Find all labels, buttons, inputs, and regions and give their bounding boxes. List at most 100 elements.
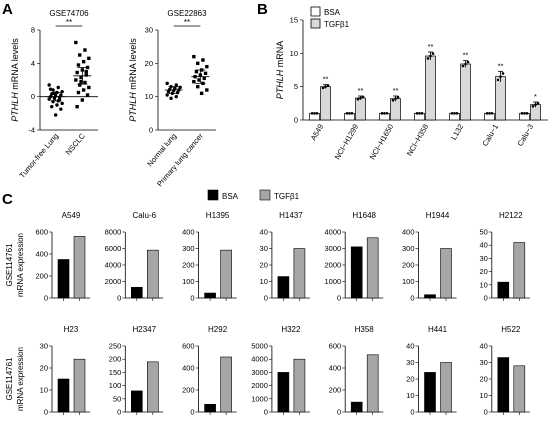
b-ytick-label: 5 [294, 82, 298, 91]
a1-point [53, 113, 58, 117]
c-ytick-label: 1000 [325, 277, 342, 286]
c-legend-swatch [259, 189, 271, 201]
b-point [383, 112, 386, 115]
c-ytick-label: 0 [117, 294, 121, 303]
c-ytick-label: 200 [329, 386, 342, 395]
b-legend-swatch [310, 18, 321, 29]
c-ytick-label: 4000 [251, 355, 268, 364]
a2-ytick-label: 0 [149, 126, 153, 135]
b-bar [355, 97, 366, 121]
a1-point [81, 88, 86, 92]
c-ytick-label: 0 [44, 294, 48, 303]
a1-point [83, 80, 87, 85]
a1-sig-stars: ** [66, 18, 72, 27]
a1-point [55, 103, 59, 107]
c-ytick-label: 400 [182, 228, 195, 237]
c-ytick-label: 400 [35, 250, 48, 259]
c-ytick-label: 0 [264, 408, 268, 417]
a1-point [76, 63, 81, 67]
a2-point [205, 64, 209, 69]
b-bar [460, 63, 471, 121]
c-bar [220, 356, 232, 413]
b-ytick-label: 0 [294, 116, 298, 125]
b-ylabel: PTHLH mRNA [275, 41, 285, 100]
a1-point [79, 75, 83, 80]
c-ytick-label: 3000 [325, 244, 342, 253]
b-point [356, 97, 360, 101]
b-xtick-label: Calu−3 [515, 123, 535, 148]
a2-point [201, 58, 205, 62]
c-ytick-label: 200 [182, 261, 195, 270]
c-ytick-label: 0 [410, 294, 414, 303]
b-xtick-label: L132 [449, 123, 465, 142]
c-ytick-label: 0 [337, 294, 341, 303]
c-ytick-label: 10 [406, 391, 414, 400]
c-ytick-label: 8000 [105, 228, 122, 237]
b-xtick-label: Calu−1 [480, 123, 500, 148]
c-ytick-label: 40 [479, 342, 487, 351]
c-bar [440, 362, 452, 413]
c-bar [293, 248, 306, 299]
a2-point [196, 84, 200, 89]
c-bar [366, 354, 379, 413]
a1-point [84, 69, 88, 74]
b-sig-stars: ** [498, 61, 504, 70]
a2-point [202, 76, 206, 81]
c-ytick-label: 20 [260, 261, 268, 270]
b-point [391, 98, 395, 102]
c-ytick-label: 0 [484, 294, 488, 303]
a2-title: GSE22863 [167, 9, 207, 18]
a1-point [52, 96, 57, 101]
a1-point [81, 59, 86, 64]
c-ytick-label: 0 [410, 408, 414, 417]
b-point [310, 112, 314, 115]
a1-xtick-label: Tumor-free Lung [18, 132, 61, 180]
c-row-label: GSE114761 [5, 243, 14, 287]
c-chart-title: H358 [355, 325, 375, 334]
c-ytick-label: 4000 [105, 261, 122, 270]
c-chart-title: H292 [208, 325, 228, 334]
b-point [420, 112, 424, 115]
b-point [350, 112, 354, 115]
c-bar [440, 248, 452, 299]
a2-sig-stars: ** [184, 18, 190, 27]
c-ytick-label: 5000 [251, 342, 268, 351]
c-ylabel: mRNA expression [16, 347, 25, 411]
c-chart-title: H1395 [206, 211, 230, 220]
a1-point [78, 53, 82, 57]
chart-layer: -4 0 4 8 GSE74706 PTHLH mRNA levels Tumor-free… [5, 6, 548, 417]
a2-point [165, 93, 169, 97]
c-bar [277, 276, 290, 299]
b-legend-swatch [310, 6, 321, 17]
a1-point [85, 93, 90, 97]
a1-xtick-label: NSCLC [64, 131, 88, 157]
b-point [490, 112, 494, 115]
a2-point [175, 90, 180, 95]
c-ytick-label: 0 [117, 408, 121, 417]
c-bar [57, 259, 70, 299]
c-bar [57, 378, 70, 413]
a2-point [199, 91, 204, 96]
a2-point [166, 89, 171, 94]
c-ytick-label: 250 [109, 342, 122, 351]
c-ytick-label: 400 [402, 228, 415, 237]
a1-point [75, 104, 79, 109]
panel-label-c: C [2, 191, 13, 208]
a2-point [192, 54, 196, 59]
a1-point [47, 83, 51, 87]
c-bar [513, 365, 526, 413]
c-ytick-label: 0 [484, 408, 488, 417]
a1-point [84, 73, 88, 77]
b-point [394, 97, 397, 100]
c-bar [204, 403, 216, 413]
a2-point [178, 85, 182, 90]
c-ytick-label: 200 [109, 355, 122, 364]
c-ytick-label: 300 [182, 244, 195, 253]
c-ytick-label: 200 [182, 386, 195, 395]
a1-title: GSE74706 [49, 9, 89, 18]
a2-xtick-label: Primary lung cancer [155, 131, 205, 188]
b-point [431, 52, 435, 55]
c-bar [293, 358, 306, 413]
a2-point [197, 78, 201, 82]
c-bar [350, 401, 363, 413]
